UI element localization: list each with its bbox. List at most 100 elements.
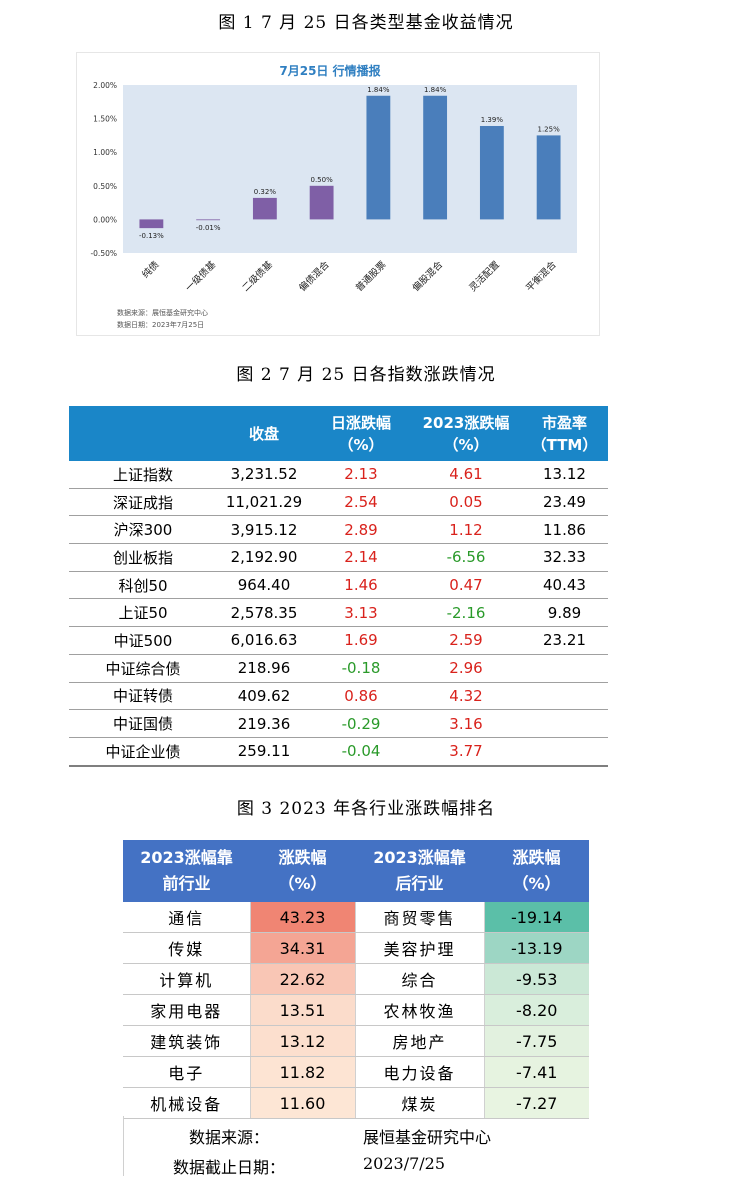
close-value: 964.40 (217, 571, 311, 600)
figure2-caption: 图 2 7 月 25 日各指数涨跌情况 (236, 365, 496, 385)
figure3-caption: 图 3 2023 年各行业涨跌幅排名 (236, 799, 496, 819)
header-cell: 2023涨幅靠 前行业 (123, 840, 250, 902)
ytd-change: 4.61 (411, 461, 521, 489)
close-value: 218.96 (217, 654, 311, 683)
ytd-change: 4.32 (411, 682, 521, 711)
bar-偏债混合 (309, 185, 334, 220)
day-change: -0.18 (311, 654, 411, 683)
day-change: 2.89 (311, 515, 411, 545)
x-tick-label: 普通股票 (353, 258, 389, 294)
top-industry-change: 13.12 (249, 1025, 355, 1057)
top-industry-change: 11.82 (249, 1056, 355, 1088)
top-industry-change: 13.51 (249, 994, 355, 1026)
day-change: 3.13 (311, 598, 411, 628)
table-row: 传媒 34.31 美容护理 -13.19 (123, 932, 589, 964)
bottom-industry-change: -8.20 (483, 994, 589, 1026)
day-change: 0.86 (311, 682, 411, 711)
ytd-change: 3.16 (411, 709, 521, 738)
data-label: 1.84% (367, 86, 390, 94)
table-row: 创业板指 2,192.90 2.14 -6.56 32.33 (69, 543, 608, 572)
day-change: 2.54 (311, 488, 411, 517)
table-border (123, 1116, 124, 1176)
table-row: 机械设备 11.60 煤炭 -7.27 (123, 1087, 589, 1119)
y-tick-label: 1.00% (93, 148, 117, 157)
industry-ranking-table: 2023涨幅靠 前行业 涨跌幅 （%） 2023涨幅靠 后行业 涨跌幅 （%） 通信 43.23… (123, 840, 589, 1119)
bottom-industry: 商贸零售 (354, 902, 484, 933)
close-value: 2,192.90 (217, 543, 311, 572)
close-value: 3,915.12 (217, 515, 311, 545)
bar-二级债基 (252, 197, 277, 220)
index-name: 沪深300 (69, 515, 217, 545)
close-value: 219.36 (217, 709, 311, 738)
bottom-industry-change: -13.19 (483, 932, 589, 964)
pe-ttm (521, 682, 608, 711)
index-name: 创业板指 (69, 543, 217, 572)
header-cell: 2023涨幅靠 后行业 (355, 840, 484, 902)
pe-ttm (521, 737, 608, 767)
pe-ttm: 11.86 (521, 515, 608, 545)
header-cell (69, 406, 217, 461)
day-change: -0.04 (311, 737, 411, 767)
table-row: 中证综合债 218.96 -0.18 2.96 (69, 654, 608, 683)
top-industry-change: 43.23 (249, 902, 355, 933)
top-industry: 家用电器 (123, 994, 250, 1026)
index-name: 深证成指 (69, 488, 217, 517)
header-cell: 涨跌幅 （%） (484, 840, 589, 902)
bottom-industry-change: -7.75 (483, 1025, 589, 1057)
day-change: 1.69 (311, 626, 411, 655)
bottom-industry: 煤炭 (354, 1087, 484, 1119)
day-change: 2.13 (311, 461, 411, 489)
close-value: 6,016.63 (217, 626, 311, 655)
header-cell: 日涨跌幅 （%） (311, 406, 411, 461)
index-name: 中证500 (69, 626, 217, 655)
header-cell: 2023涨跌幅 （%） (411, 406, 521, 461)
table-row: 上证指数 3,231.52 2.13 4.61 13.12 (69, 461, 608, 489)
chart-title: 7月25日 行情播报 (279, 63, 380, 78)
bar-偏股混合 (423, 95, 448, 220)
top-industry: 通信 (123, 902, 250, 933)
table-row: 上证50 2,578.35 3.13 -2.16 9.89 (69, 598, 608, 628)
index-name: 中证转债 (69, 682, 217, 711)
y-tick-label: 0.00% (93, 215, 117, 224)
pe-ttm: 23.49 (521, 488, 608, 517)
header-cell: 涨跌幅 （%） (250, 840, 355, 902)
fund-returns-chart: 7月25日 行情播报 2.00% 1.50% 1.00% 0.50% 0.00% -0.50… (76, 52, 600, 336)
ytd-change: 3.77 (411, 737, 521, 767)
table-row: 科创50 964.40 1.46 0.47 40.43 (69, 571, 608, 600)
table-header-row: 收盘 日涨跌幅 （%） 2023涨跌幅 （%） 市盈率 （TTM） (69, 406, 608, 461)
bar-灵活配置 (479, 125, 504, 220)
bottom-industry-change: -7.27 (483, 1087, 589, 1119)
ytd-change: 2.96 (411, 654, 521, 683)
x-tick-label: 偏股混合 (410, 258, 446, 294)
bottom-industry: 综合 (354, 963, 484, 995)
source-value: 展恒基金研究中心 (363, 1128, 492, 1147)
top-industry: 计算机 (123, 963, 250, 995)
top-industry: 传媒 (123, 932, 250, 964)
x-tick-label: 二级债基 (240, 258, 276, 294)
table-row: 中证转债 409.62 0.86 4.32 (69, 682, 608, 711)
close-value: 259.11 (217, 737, 311, 767)
y-tick-label: 0.50% (93, 182, 117, 191)
pe-ttm: 32.33 (521, 543, 608, 572)
data-label: -0.01% (196, 224, 221, 232)
table-row: 通信 43.23 商贸零售 -19.14 (123, 902, 589, 933)
x-tick-label: 纯债 (140, 258, 162, 280)
y-tick-label: 1.50% (93, 115, 117, 124)
bottom-industry: 电力设备 (354, 1056, 484, 1088)
data-label: -0.13% (139, 232, 164, 240)
index-name: 中证综合债 (69, 654, 217, 683)
pe-ttm (521, 709, 608, 738)
figure1-caption: 图 1 7 月 25 日各类型基金收益情况 (218, 13, 514, 33)
ytd-change: 2.59 (411, 626, 521, 655)
bottom-industry-change: -7.41 (483, 1056, 589, 1088)
data-label: 1.84% (424, 86, 447, 94)
ytd-change: -2.16 (411, 598, 521, 628)
y-tick-label: -0.50% (90, 249, 117, 258)
ytd-change: 0.47 (411, 571, 521, 600)
table-row: 家用电器 13.51 农林牧渔 -8.20 (123, 994, 589, 1026)
data-label: 1.25% (538, 125, 561, 133)
source-label: 数据来源： (189, 1128, 270, 1147)
pe-ttm: 40.43 (521, 571, 608, 600)
top-industry: 机械设备 (123, 1087, 250, 1119)
bottom-industry-change: -19.14 (483, 902, 589, 933)
